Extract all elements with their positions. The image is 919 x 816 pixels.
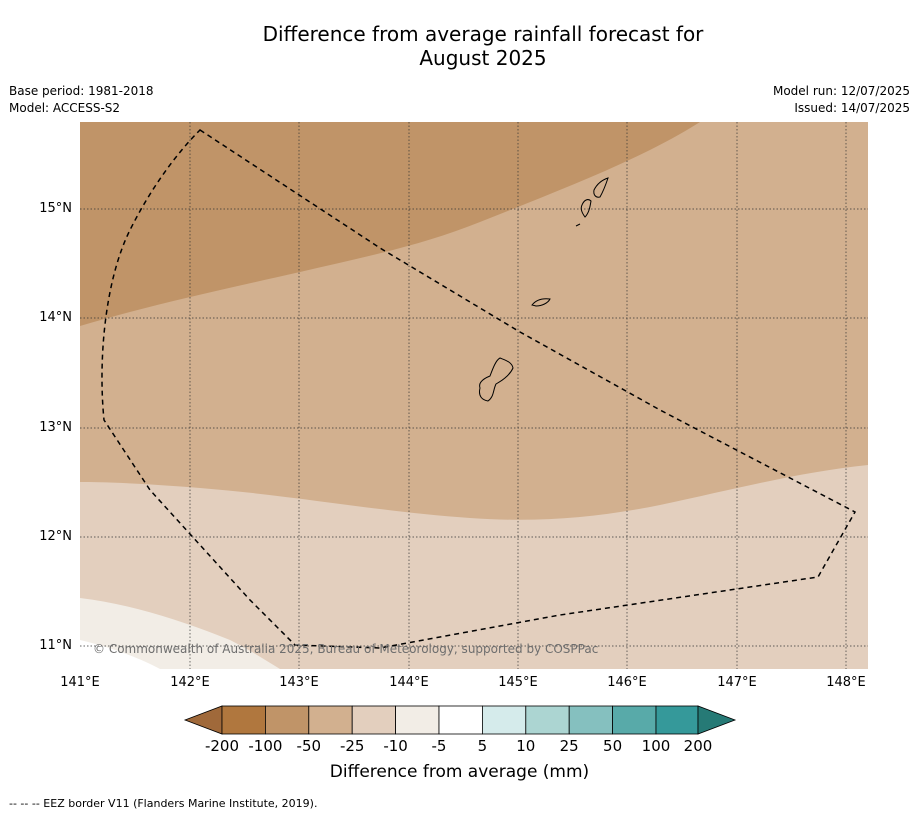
- meta-left: Base period: 1981-2018 Model: ACCESS-S2: [9, 83, 154, 117]
- colorbar-label-1: -100: [248, 737, 283, 755]
- lat-label-14n: 14°N: [39, 310, 72, 325]
- colorbar-bin-2: [308, 705, 353, 735]
- issued-text: Issued: 14/07/2025: [794, 101, 910, 115]
- lat-label-13n: 13°N: [39, 420, 72, 435]
- lat-label-15n: 15°N: [39, 201, 72, 216]
- model-text: Model: ACCESS-S2: [9, 101, 121, 115]
- colorbar-bin-8: [568, 705, 614, 735]
- meta-right: Model run: 12/07/2025 Issued: 14/07/2025: [773, 83, 910, 117]
- tinian-island: [580, 199, 592, 218]
- colorbar-label-5: -5: [431, 737, 447, 755]
- colorbar-title: Difference from average (mm): [329, 762, 590, 782]
- aguijan-island: [575, 223, 581, 227]
- colorbar-bin-3: [351, 705, 397, 735]
- lon-label-143e: 143°E: [279, 675, 319, 690]
- guam-island: [479, 357, 514, 402]
- colorbar-max-extend: [697, 705, 737, 735]
- lon-label-141e: 141°E: [60, 675, 100, 690]
- gridlines: [80, 122, 868, 669]
- lon-label-147e: 147°E: [717, 675, 757, 690]
- saipan-island: [593, 177, 609, 198]
- lon-label-142e: 142°E: [170, 675, 210, 690]
- rota-island: [531, 298, 551, 307]
- lon-label-148e: 148°E: [826, 675, 866, 690]
- colorbar-bin-9: [612, 705, 657, 735]
- model-run-text: Model run: 12/07/2025: [772, 84, 910, 98]
- colorbar-bin-1: [264, 705, 310, 735]
- lon-label-146e: 146°E: [607, 675, 647, 690]
- band-minus-5-to-10: [80, 598, 280, 669]
- colorbar-bin-0: [221, 705, 266, 735]
- colorbar-label-10: 100: [641, 737, 671, 755]
- lat-label-11n: 11°N: [39, 638, 72, 653]
- colorbar-label-11: 200: [683, 737, 713, 755]
- colorbar-label-0: -200: [204, 737, 240, 755]
- copyright-text: © Commonwealth of Australia 2025, Bureau…: [93, 642, 599, 656]
- colorbar-label-2: -50: [296, 737, 322, 755]
- colorbar-label-6: 5: [477, 737, 488, 755]
- colorbar-bin-4: [395, 705, 440, 735]
- colorbar-bin-6: [481, 705, 527, 735]
- colorbar-bin-5: [438, 705, 483, 735]
- colorbar-min-extend: [183, 705, 223, 735]
- map-title: Difference from average rainfall forecas…: [262, 22, 704, 70]
- colorbar-label-7: 10: [516, 737, 536, 755]
- lon-label-144e: 144°E: [389, 675, 429, 690]
- eez-border-line: [101, 129, 857, 649]
- base-period-text: Base period: 1981-2018: [9, 84, 154, 98]
- band-minus-50-to-100: [80, 122, 700, 326]
- colorbar: [183, 705, 737, 735]
- colorbar-bin-10: [655, 705, 699, 735]
- colorbar-label-8: 25: [559, 737, 579, 755]
- colorbar-bin-7: [525, 705, 570, 735]
- colorbar-label-4: -10: [383, 737, 408, 755]
- colorbar-label-3: -25: [339, 737, 365, 755]
- eez-footnote: -- -- -- EEZ border V11 (Flanders Marine…: [9, 797, 318, 810]
- lat-label-12n: 12°N: [39, 529, 72, 544]
- lon-label-145e: 145°E: [498, 675, 538, 690]
- band-near-zero: [80, 640, 160, 669]
- islands: [479, 177, 609, 402]
- colorbar-label-9: 50: [603, 737, 623, 755]
